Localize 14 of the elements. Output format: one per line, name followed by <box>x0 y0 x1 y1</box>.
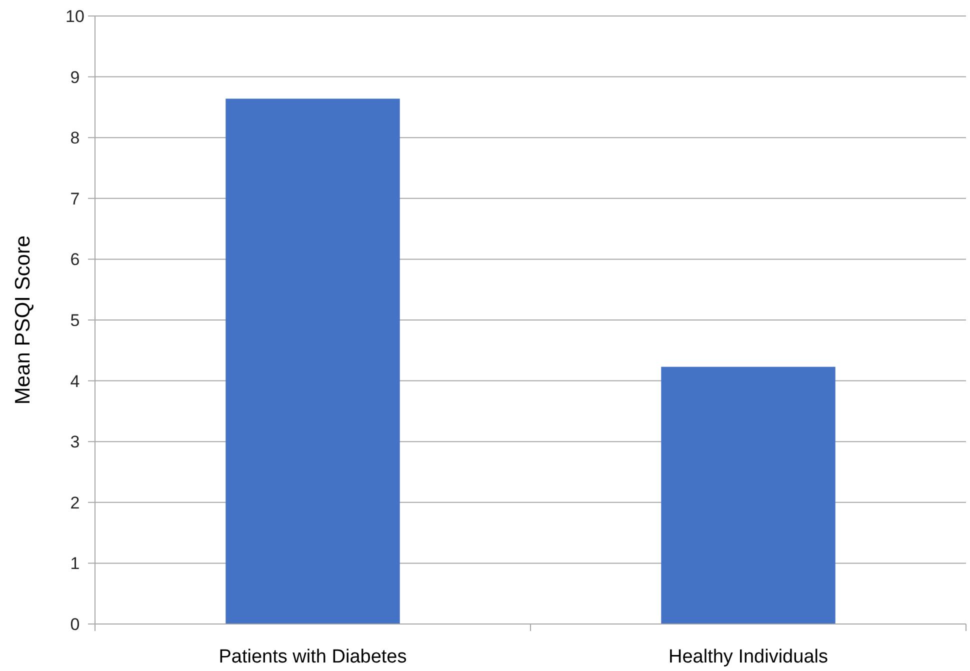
y-tick-label: 0 <box>70 614 80 634</box>
y-tick-label: 1 <box>70 554 80 574</box>
y-tick-label: 8 <box>70 128 80 148</box>
y-tick-label: 2 <box>70 493 80 512</box>
y-tick-label: 6 <box>70 250 80 270</box>
x-tick-label: Healthy Individuals <box>668 646 828 668</box>
y-tick-label: 7 <box>70 189 80 208</box>
y-tick-label: 9 <box>70 68 80 87</box>
y-tick-label: 3 <box>70 432 80 452</box>
y-axis-title: Mean PSQI Score <box>11 235 34 405</box>
y-tick-label: 4 <box>70 372 80 391</box>
x-tick-label: Patients with Diabetes <box>218 646 407 668</box>
y-tick-label: 5 <box>70 310 80 330</box>
y-tick-label: 10 <box>66 6 84 26</box>
